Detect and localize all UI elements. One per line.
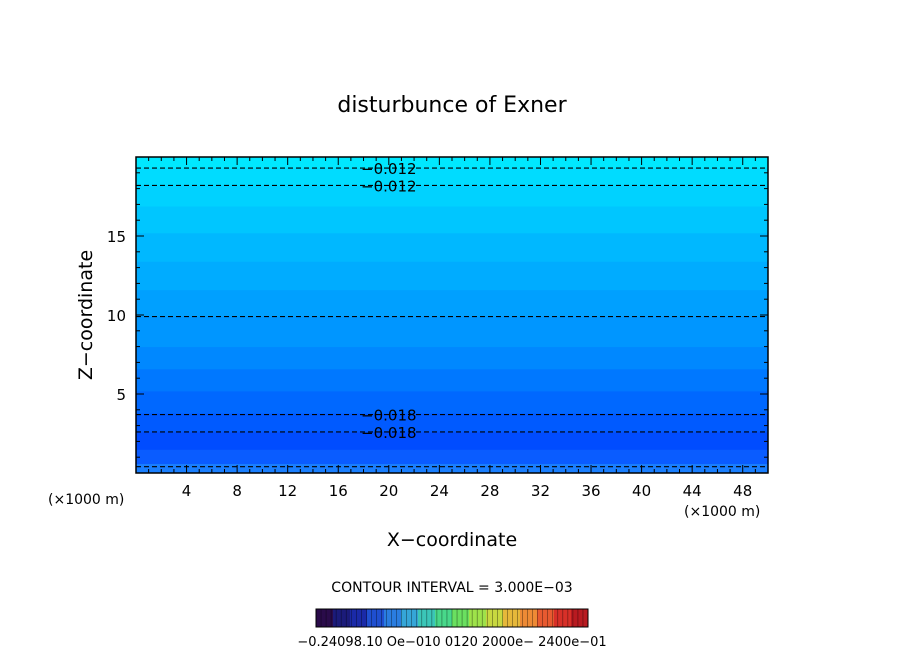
colorbar-frame — [315, 608, 589, 628]
colorbar-swatch-5 — [401, 609, 419, 627]
x-unit-right: (×1000 m) — [684, 504, 760, 520]
colorbar-swatch-7 — [435, 609, 453, 627]
contour-band-12 — [136, 185, 768, 207]
contour-band-3 — [136, 412, 768, 433]
colorbar-swatch-13 — [537, 609, 555, 627]
colorbar-swatch-12 — [520, 609, 538, 627]
colorbar-swatch-1 — [333, 609, 351, 627]
contour-band-9 — [136, 261, 768, 291]
x-tick-label-28: 28 — [480, 482, 499, 500]
colorbar-swatch-8 — [452, 609, 470, 627]
x-tick-label-20: 20 — [379, 482, 398, 500]
plot-frame — [135, 156, 769, 474]
contour-band-7 — [136, 316, 768, 348]
contour-band-10 — [136, 232, 768, 262]
colorbar-swatch-3 — [367, 609, 385, 627]
contour-label-3: −0.018 — [361, 407, 417, 425]
x-tick-label-12: 12 — [278, 482, 297, 500]
x-tick-label-36: 36 — [581, 482, 600, 500]
y-tick-label-5: 5 — [116, 386, 126, 404]
x-tick-label-44: 44 — [683, 482, 702, 500]
contour-label-0: −0.012 — [361, 160, 417, 178]
contour-band-6 — [136, 346, 768, 370]
x-tick-label-4: 4 — [182, 482, 192, 500]
plot-area — [136, 157, 768, 474]
colorbar — [316, 609, 589, 627]
contour-band-2 — [136, 431, 768, 450]
x-tick-label-32: 32 — [531, 482, 550, 500]
colorbar-labels: −0.24098.10 Oe−010 0120 2000e− 2400e−01 — [297, 635, 606, 650]
colorbar-swatch-0 — [316, 609, 334, 627]
x-tick-label-48: 48 — [733, 482, 752, 500]
y-tick-label-10: 10 — [107, 307, 126, 325]
x-tick-label-40: 40 — [632, 482, 651, 500]
colorbar-swatch-11 — [503, 609, 521, 627]
colorbar-swatch-9 — [469, 609, 487, 627]
contour-label-1: −0.012 — [361, 177, 417, 195]
y-tick-label-15: 15 — [107, 228, 126, 246]
contour-band-11 — [136, 205, 768, 234]
chart-title: disturbunce of Exner — [337, 93, 567, 118]
x-tick-label-16: 16 — [329, 482, 348, 500]
x-tick-labels: 4 8 12 16 20 24 28 32 36 40 44 48 — [182, 482, 752, 500]
colorbar-swatch-4 — [384, 609, 402, 627]
x-axis-label: X−coordinate — [387, 529, 517, 551]
x-tick-label-8: 8 — [232, 482, 242, 500]
colorbar-swatch-2 — [350, 609, 368, 627]
x-tick-label-24: 24 — [430, 482, 449, 500]
contour-band-5 — [136, 368, 768, 392]
y-tick-labels: 5 10 15 — [107, 228, 126, 404]
contour-band-4 — [136, 390, 768, 414]
contour-band-8 — [136, 289, 768, 318]
contour-label-4: −0.018 — [361, 424, 417, 442]
contour-interval-text: CONTOUR INTERVAL = 3.000E−03 — [331, 580, 572, 596]
contour-band-0 — [136, 463, 768, 474]
contour-lines: −0.012−0.012 −0.018−0.018 — [136, 160, 768, 468]
contour-band-1 — [136, 449, 768, 465]
contour-band-14 — [136, 157, 768, 169]
x-unit-left: (×1000 m) — [48, 492, 124, 508]
colorbar-swatch-10 — [486, 609, 504, 627]
colorbar-swatch-15 — [571, 609, 589, 627]
y-axis-label: Z−coordinate — [75, 250, 97, 380]
contour-band-13 — [136, 168, 768, 186]
